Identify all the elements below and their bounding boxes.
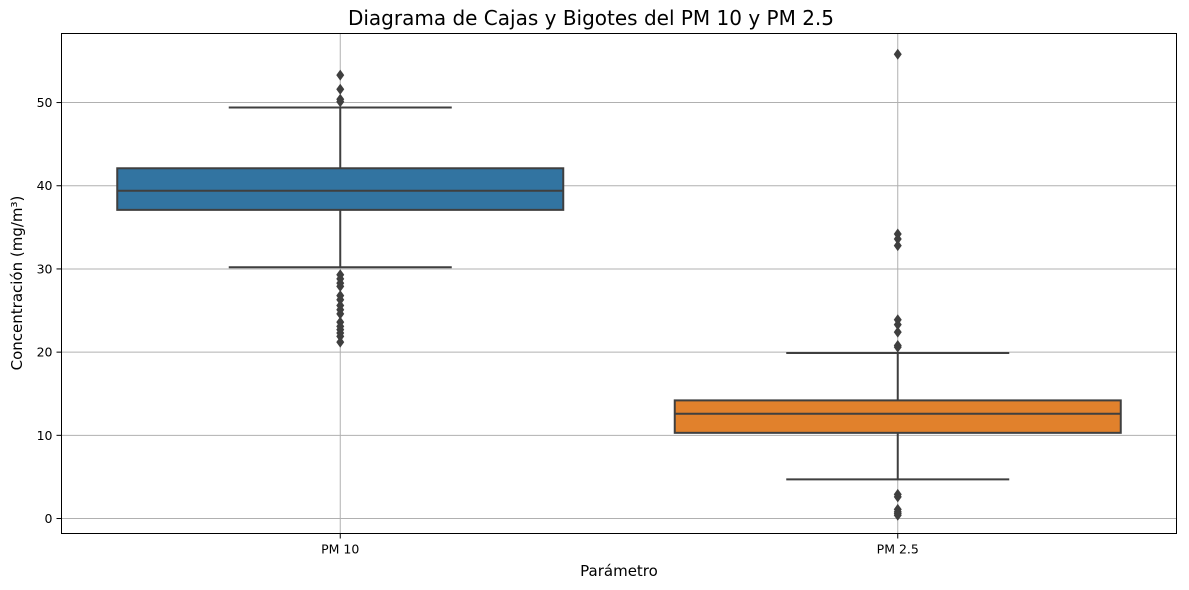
x-tick-label: PM 2.5: [877, 542, 919, 557]
outlier-point: [336, 330, 345, 342]
y-tick-label: 10: [37, 428, 53, 443]
x-tick-label: PM 10: [321, 542, 359, 557]
outlier-point: [893, 233, 902, 245]
outlier-point: [893, 319, 902, 331]
y-axis-label: Concentración (mg/m³): [8, 196, 26, 371]
outlier-point: [893, 341, 902, 353]
box-group: [673, 48, 1122, 521]
x-axis-label: Parámetro: [580, 562, 658, 580]
plot-frame: [61, 33, 1177, 534]
outlier-point: [893, 326, 902, 338]
outlier-point: [893, 240, 902, 252]
outlier-point: [336, 308, 345, 320]
outlier-point: [893, 491, 902, 503]
y-tick-label: 30: [37, 261, 53, 276]
y-tick-label: 50: [37, 95, 53, 110]
outlier-point: [893, 509, 902, 521]
iqr-box: [673, 399, 1122, 434]
outlier-point: [336, 280, 345, 292]
y-tick-label: 20: [37, 345, 53, 360]
outlier-point: [893, 48, 902, 60]
outlier-point: [336, 83, 345, 95]
boxes: [116, 48, 1122, 521]
iqr-box: [116, 167, 565, 211]
axes: 0 10 20 30 40 50 PM 10 PM 2.5: [37, 95, 919, 556]
outlier-point: [336, 294, 345, 306]
outlier-point: [336, 69, 345, 81]
chart-title: Diagrama de Cajas y Bigotes del PM 10 y …: [348, 6, 834, 30]
box-group: [116, 69, 565, 348]
outlier-point: [336, 336, 345, 348]
y-tick-label: 40: [37, 178, 53, 193]
outlier-point: [336, 96, 345, 108]
y-tick-label: 0: [45, 511, 53, 526]
